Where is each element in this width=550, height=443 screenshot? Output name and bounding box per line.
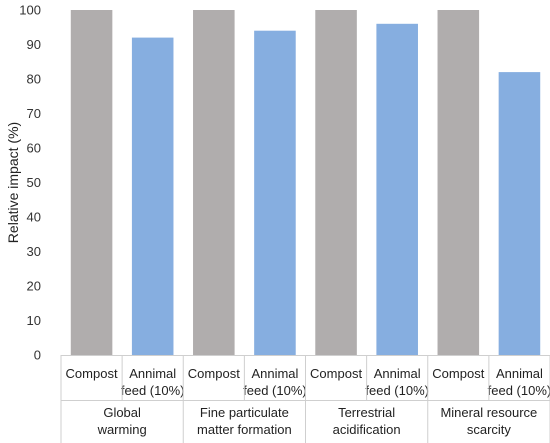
bar bbox=[254, 30, 296, 355]
bar bbox=[131, 37, 174, 355]
y-tick-label: 80 bbox=[27, 72, 41, 87]
x-category-label: Compost bbox=[432, 366, 484, 381]
x-category-label: Compost bbox=[310, 366, 362, 381]
y-tick-label: 40 bbox=[27, 210, 41, 225]
y-tick-label: 50 bbox=[27, 175, 41, 190]
x-axis: Compost Annimal feed (10%) Global warming Com… bbox=[60, 355, 550, 443]
x-category-label: Compost bbox=[188, 366, 240, 381]
x-group-label: Mineral resource bbox=[440, 405, 537, 420]
x-group-label: matter formation bbox=[197, 422, 292, 437]
x-category-label: Annimal bbox=[496, 366, 543, 381]
x-group-label: scarcity bbox=[467, 422, 512, 437]
bars bbox=[70, 10, 541, 356]
x-group-label: acidification bbox=[333, 422, 401, 437]
x-group-label: Fine particulate bbox=[200, 405, 289, 420]
x-category-label: Compost bbox=[66, 366, 118, 381]
bar bbox=[437, 10, 480, 355]
x-category-label: feed (10%) bbox=[488, 383, 550, 398]
y-tick-label: 20 bbox=[27, 279, 41, 294]
x-category-label: feed (10%) bbox=[121, 383, 185, 398]
y-tick-label: 60 bbox=[27, 141, 41, 156]
x-category-label: Annimal bbox=[374, 366, 421, 381]
x-category-label: feed (10%) bbox=[243, 383, 307, 398]
y-tick-label: 100 bbox=[19, 3, 41, 18]
y-tick-label: 10 bbox=[27, 313, 41, 328]
y-tick-label: 0 bbox=[34, 348, 41, 363]
x-category-label: Annimal bbox=[129, 366, 176, 381]
x-category-label: feed (10%) bbox=[365, 383, 429, 398]
bar bbox=[315, 10, 357, 355]
y-axis-label: Relative impact (%) bbox=[5, 122, 21, 243]
x-group-label: warming bbox=[97, 422, 147, 437]
x-group-label: Global bbox=[103, 405, 141, 420]
bar bbox=[193, 10, 235, 355]
y-tick-label: 90 bbox=[27, 37, 41, 52]
bar bbox=[70, 10, 113, 355]
x-category-label: Annimal bbox=[251, 366, 298, 381]
bar bbox=[498, 72, 541, 355]
y-tick-label: 30 bbox=[27, 244, 41, 259]
bar bbox=[376, 23, 418, 356]
y-tick-label: 70 bbox=[27, 106, 41, 121]
y-axis-ticks: 0 10 20 30 40 50 60 70 80 90 100 bbox=[19, 3, 41, 363]
x-group-label: Terrestrial bbox=[338, 405, 395, 420]
